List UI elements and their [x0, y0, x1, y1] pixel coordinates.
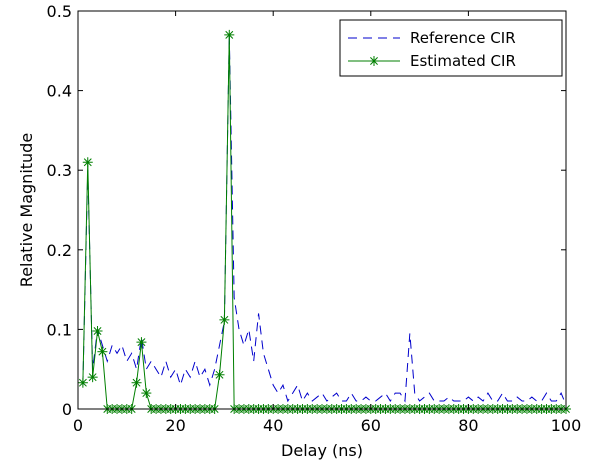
estimated-cir-point: [224, 29, 235, 40]
x-tick-label: 0: [73, 416, 83, 435]
axis-ticks: 0 20 40 60 80 100 0 0.1 0.2 0.3 0.4 0.5: [47, 2, 582, 435]
legend-label-reference: Reference CIR: [410, 29, 516, 47]
y-axis-label: Relative Magnitude: [17, 133, 36, 287]
plot-frame: [77, 10, 567, 410]
x-tick-label: 40: [263, 416, 283, 435]
x-tick-label: 80: [458, 416, 478, 435]
legend: Reference CIR Estimated CIR: [339, 19, 563, 77]
estimated-cir-point: [77, 377, 88, 388]
legend-marker-estimated: [369, 56, 379, 66]
estimated-cir-point: [92, 325, 103, 336]
y-tick-label: 0.3: [47, 161, 72, 180]
x-tick-label: 20: [165, 416, 185, 435]
estimated-cir-point: [82, 157, 93, 168]
x-tick-label: 100: [551, 416, 582, 435]
estimated-cir-point: [141, 388, 152, 399]
legend-star-icon: [369, 56, 379, 66]
y-tick-label: 0.2: [47, 241, 72, 260]
estimated-cir-point: [136, 337, 147, 348]
estimated-cir-point: [97, 346, 108, 357]
estimated-cir-point: [131, 377, 142, 388]
y-tick-label: 0: [62, 400, 72, 419]
y-tick-label: 0.5: [47, 2, 72, 21]
x-axis-label: Delay (ns): [281, 441, 363, 460]
x-tick-label: 60: [361, 416, 381, 435]
y-tick-label: 0.1: [47, 320, 72, 339]
legend-box: [339, 19, 563, 77]
reference-cir-line: [82, 34, 567, 406]
estimated-cir-point: [87, 372, 98, 383]
estimated-cir-point: [219, 314, 230, 325]
estimated-cir-point: [214, 369, 225, 380]
y-tick-label: 0.4: [47, 82, 72, 101]
legend-label-estimated: Estimated CIR: [410, 52, 516, 70]
